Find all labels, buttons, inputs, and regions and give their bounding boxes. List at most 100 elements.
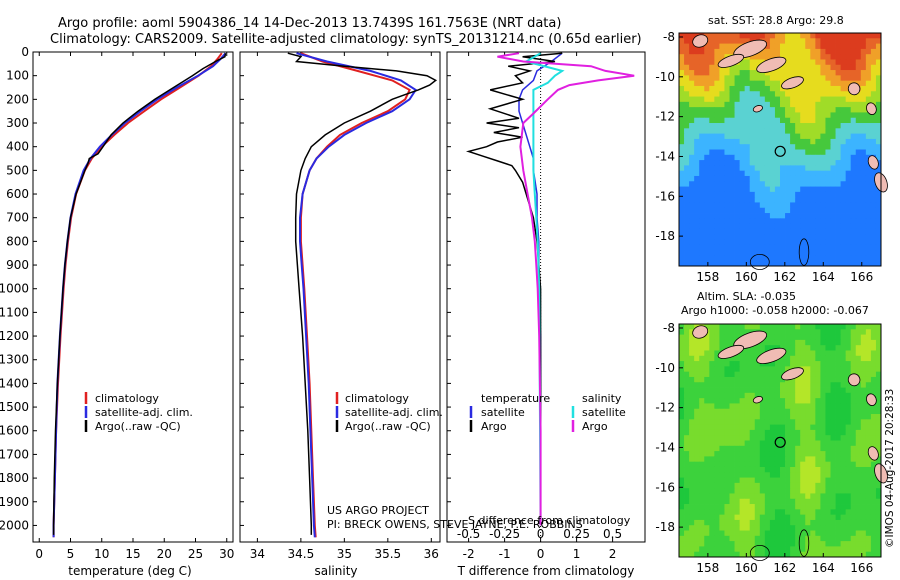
imos-watermark: ©IMOS 04-Aug-2017 20:28:33 <box>884 389 896 548</box>
heatmap-cell <box>810 392 816 399</box>
heatmap-cell <box>855 186 862 193</box>
heatmap-cell <box>679 149 685 156</box>
heatmap-cell <box>744 519 751 526</box>
heatmap-cell <box>744 324 751 330</box>
heatmap-cell <box>689 392 695 399</box>
heatmap-cell <box>694 504 700 510</box>
heatmap-cell <box>845 541 852 547</box>
heatmap-cell <box>810 488 816 494</box>
heatmap-cell <box>810 250 816 256</box>
heatmap-cell <box>774 408 781 415</box>
heatmap-cell <box>800 535 806 542</box>
heatmap-cell <box>734 165 740 172</box>
heatmap-cell <box>719 186 725 193</box>
heatmap-cell <box>744 239 751 246</box>
heatmap-cell <box>749 170 756 177</box>
heatmap-cell <box>699 440 705 447</box>
heatmap-cell <box>825 551 831 558</box>
heatmap-cell <box>714 355 720 362</box>
heatmap-cell <box>810 451 816 457</box>
heatmap-cell <box>709 138 715 145</box>
heatmap-cell <box>774 535 781 542</box>
heatmap-cell <box>830 138 836 145</box>
heatmap-cell <box>845 329 852 335</box>
heatmap-cell <box>845 509 852 516</box>
heatmap-cell <box>805 202 811 209</box>
heatmap-cell <box>684 461 690 468</box>
heatmap-cell <box>764 466 771 473</box>
heatmap-cell <box>865 133 872 140</box>
heatmap-cell <box>850 451 857 457</box>
heatmap-cell <box>739 445 746 452</box>
island-shape <box>867 155 879 170</box>
heatmap-cell <box>774 392 781 399</box>
project-line-1: US ARGO PROJECT <box>327 504 429 517</box>
heatmap-cell <box>699 419 705 426</box>
heatmap-cell <box>729 414 735 420</box>
heatmap-cell <box>870 48 877 55</box>
heatmap-cell <box>830 117 836 124</box>
heatmap-cell <box>855 54 862 60</box>
heatmap-cell <box>734 382 740 388</box>
heatmap-cell <box>840 54 847 60</box>
heatmap-cell <box>719 530 725 537</box>
heatmap-cell <box>870 244 877 251</box>
heatmap-cell <box>850 408 857 415</box>
heatmap-cell <box>729 75 735 82</box>
heatmap-cell <box>684 525 690 531</box>
heatmap-cell <box>870 191 877 198</box>
heatmap-cell <box>840 133 847 140</box>
heatmap-cell <box>860 107 867 113</box>
heatmap-cell <box>805 112 811 119</box>
heatmap-cell <box>759 154 766 161</box>
heatmap-cell <box>865 435 872 441</box>
heatmap-cell <box>790 123 796 129</box>
heatmap-cell <box>774 207 781 214</box>
heatmap-cell <box>780 165 786 172</box>
heatmap-cell <box>870 43 877 50</box>
heatmap-cell <box>815 228 821 235</box>
heatmap-cell <box>855 154 862 161</box>
heatmap-cell <box>719 218 725 225</box>
heatmap-cell <box>739 250 746 256</box>
heatmap-cell <box>795 107 801 113</box>
heatmap-cell <box>754 234 761 240</box>
heatmap-cell <box>865 324 872 330</box>
heatmap-cell <box>704 350 710 357</box>
heatmap-cell <box>679 525 685 531</box>
heatmap-cell <box>719 498 725 505</box>
heatmap-cell <box>840 160 847 166</box>
s-tick-label: 0.25 <box>563 527 590 541</box>
heatmap-cell <box>689 324 695 330</box>
heatmap-cell <box>810 38 816 44</box>
heatmap-cell <box>774 541 781 547</box>
heatmap-cell <box>709 107 715 113</box>
heatmap-cell <box>734 239 740 246</box>
heatmap-cell <box>825 403 831 410</box>
heatmap-cell <box>815 43 821 50</box>
heatmap-cell <box>805 535 811 542</box>
heatmap-cell <box>689 493 695 500</box>
heatmap-cell <box>815 419 821 426</box>
heatmap-cell <box>719 54 725 60</box>
heatmap-cell <box>825 498 831 505</box>
heatmap-cell <box>810 260 816 267</box>
heatmap-cell <box>694 551 700 558</box>
heatmap-cell <box>830 371 836 378</box>
heatmap-cell <box>820 149 826 156</box>
heatmap-cell <box>679 101 685 108</box>
heatmap-cell <box>714 387 720 394</box>
heatmap-cell <box>724 149 730 156</box>
heatmap-cell <box>810 493 816 500</box>
heatmap-cell <box>830 546 836 553</box>
heatmap-cell <box>754 387 761 394</box>
heatmap-cell <box>714 160 720 166</box>
heatmap-cell <box>795 498 801 505</box>
heatmap-cell <box>769 170 776 177</box>
heatmap-cell <box>825 223 831 230</box>
heatmap-cell <box>850 101 857 108</box>
heatmap-cell <box>810 213 816 219</box>
heatmap-cell <box>724 525 730 531</box>
heatmap-cell <box>875 482 882 489</box>
heatmap-cell <box>860 350 867 357</box>
